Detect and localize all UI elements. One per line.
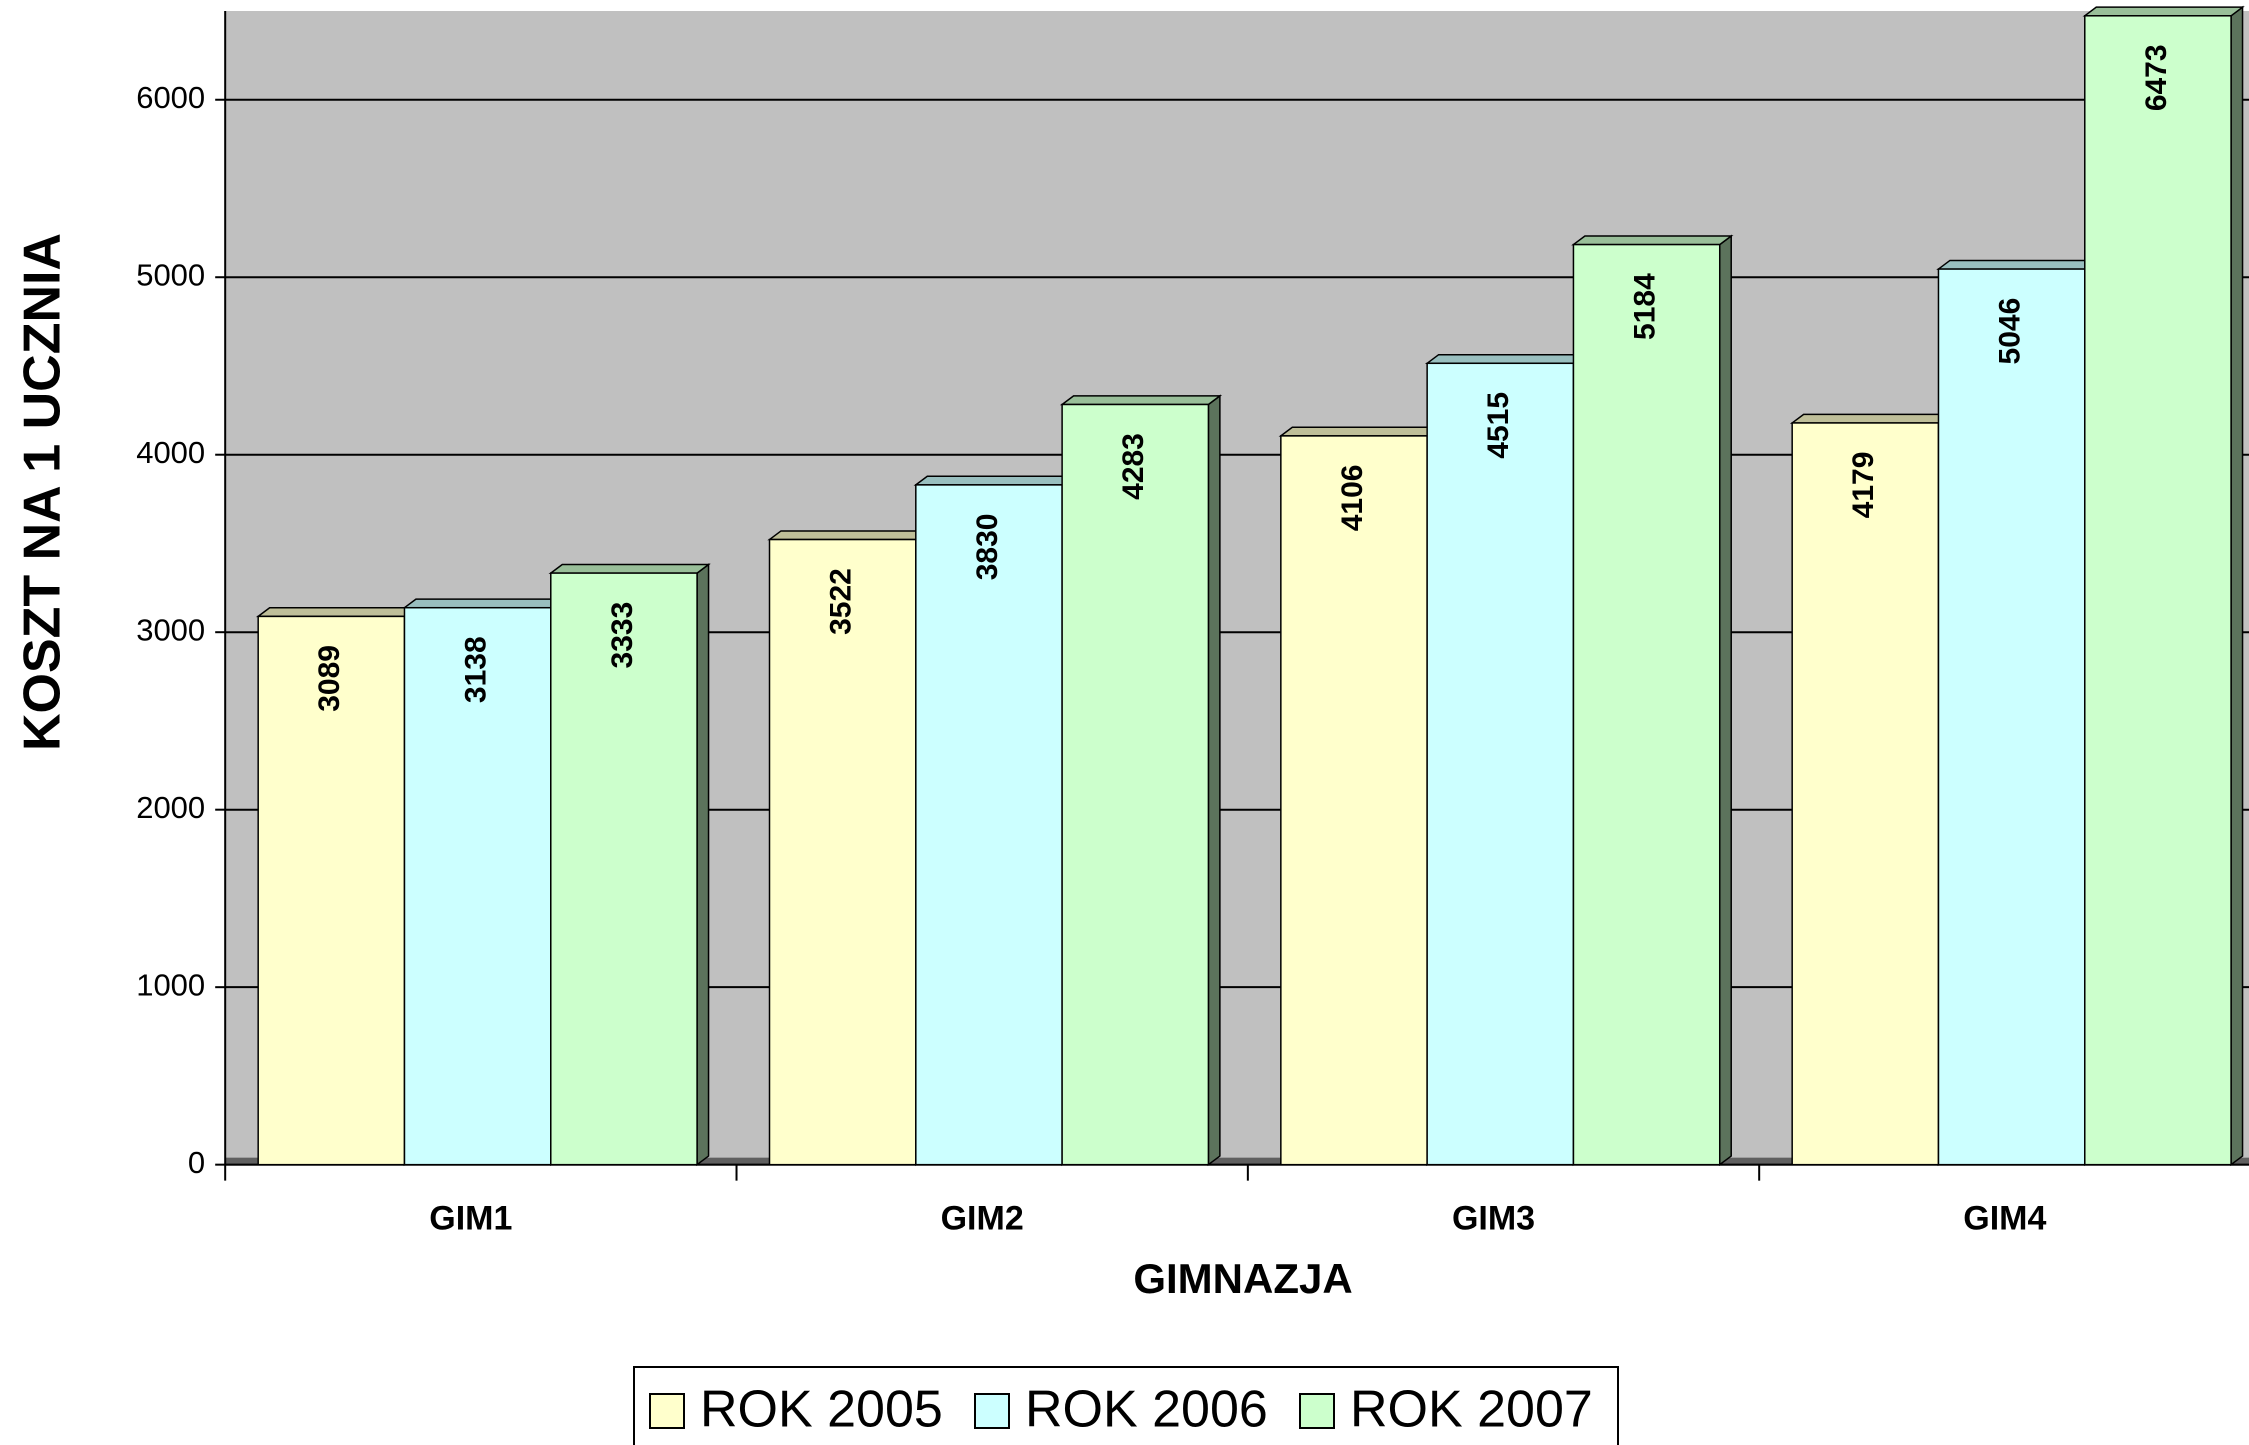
value-label: 3522: [825, 568, 858, 635]
value-label: 3333: [606, 602, 639, 669]
value-label: 3089: [313, 645, 346, 712]
value-label: 5184: [1629, 273, 1662, 340]
value-label: 3830: [971, 514, 1004, 581]
bar: [1061, 403, 1210, 1166]
value-label: 6473: [2140, 44, 2173, 111]
value-label: 4106: [1336, 465, 1369, 532]
x-tick-label: GIM1: [429, 1200, 512, 1238]
bar-top: [1571, 235, 1734, 246]
bar-top: [2082, 6, 2245, 17]
value-label: 5046: [1994, 298, 2027, 365]
bar-top: [1059, 395, 1223, 406]
floor: [225, 1157, 2249, 1165]
legend-label: ROK 2006: [1025, 1381, 1268, 1439]
bar-top: [1278, 426, 1441, 437]
value-label: 4283: [1117, 433, 1150, 500]
bar: [1937, 268, 2086, 1166]
bar: [1791, 422, 1940, 1166]
bar-top: [548, 563, 711, 574]
y-tick-label: 3000: [136, 612, 205, 647]
bar: [768, 538, 917, 1166]
bar-side: [1718, 234, 1732, 1167]
legend: [633, 1366, 1619, 1445]
legend-swatch: [974, 1393, 1010, 1429]
bar-side: [696, 562, 710, 1167]
value-label: 4179: [1847, 452, 1880, 519]
x-axis-title: GIMNAZJA: [1133, 1255, 1352, 1302]
y-tick-label: 4000: [136, 435, 205, 470]
bar: [550, 572, 698, 1166]
y-axis-title: KOSZT NA 1 UCZNIA: [14, 233, 72, 751]
y-tick-label: 1000: [136, 967, 205, 1002]
bar: [1426, 362, 1575, 1166]
value-label: 3138: [460, 636, 493, 703]
bar-top: [767, 530, 930, 541]
bar-side: [2230, 5, 2244, 1167]
y-tick-label: 5000: [136, 257, 205, 292]
x-tick-label: GIM2: [941, 1200, 1024, 1238]
bar: [1572, 243, 1721, 1166]
bar-side: [1207, 394, 1221, 1167]
bar-top: [402, 598, 565, 609]
bar-top: [1789, 413, 1953, 424]
bar: [1280, 435, 1428, 1166]
y-tick-label: 6000: [136, 80, 205, 115]
bar-top: [255, 607, 419, 618]
x-tick-label: GIM4: [1963, 1200, 2046, 1238]
bar-top: [913, 475, 1076, 486]
legend-label: ROK 2005: [700, 1381, 943, 1439]
legend-swatch: [649, 1393, 685, 1429]
y-tick-label: 0: [188, 1145, 205, 1180]
bar: [2084, 15, 2232, 1166]
bar-top: [1424, 353, 1588, 365]
bar-top: [1936, 259, 2099, 270]
legend-swatch: [1299, 1393, 1335, 1429]
y-tick-label: 2000: [136, 790, 205, 825]
x-tick-label: GIM3: [1452, 1200, 1535, 1238]
value-label: 4515: [1482, 392, 1515, 459]
bar: [403, 606, 552, 1166]
bar: [915, 484, 1063, 1166]
legend-label: ROK 2007: [1350, 1381, 1593, 1439]
